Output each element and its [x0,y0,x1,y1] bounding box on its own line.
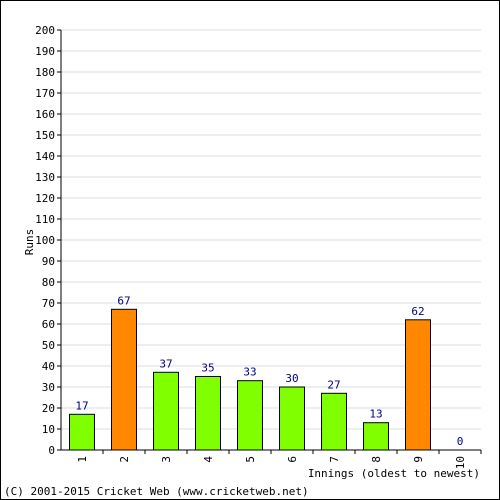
x-axis-label: Innings (oldest to newest) [308,467,480,480]
x-tick-label: 8 [370,456,383,463]
y-tick-label: 140 [35,150,55,163]
y-tick-label: 150 [35,129,55,142]
x-tick-label: 4 [202,456,215,463]
bar [321,392,347,451]
data-labels: 17 67 37 35 33 30 27 13 62 0 [75,294,463,448]
bar [237,380,263,451]
bar [363,422,389,451]
bar [279,386,305,451]
y-tick-label: 0 [48,444,55,457]
y-tick-label: 200 [35,24,55,37]
y-axis-ticks: 0 10 20 30 40 50 60 70 80 90 100 110 120 130 140 150 160… [35,24,61,457]
bar-value-label: 62 [411,305,424,318]
bar [405,319,431,451]
y-tick-label: 100 [35,234,55,247]
y-tick-label: 80 [42,276,55,289]
bar-value-label: 17 [75,399,88,412]
bar [195,376,221,451]
y-tick-label: 20 [42,402,55,415]
bar [111,308,137,451]
y-tick-label: 110 [35,213,55,226]
bar-value-label: 67 [117,294,130,307]
x-tick-label: 5 [244,456,257,463]
bar-value-label: 33 [243,366,256,379]
y-tick-label: 190 [35,45,55,58]
y-tick-label: 60 [42,318,55,331]
copyright-footer: (C) 2001-2015 Cricket Web (www.cricketwe… [4,485,309,498]
bar-value-label: 27 [327,378,340,391]
x-axis-ticks: 1 2 3 4 5 6 7 8 9 10 [76,450,482,469]
y-tick-label: 160 [35,108,55,121]
x-tick-label: 9 [412,456,425,463]
y-tick-label: 50 [42,339,55,352]
x-tick-label: 3 [160,456,173,463]
y-tick-label: 90 [42,255,55,268]
x-tick-label: 10 [454,456,467,469]
bar [153,371,179,451]
y-tick-label: 40 [42,360,55,373]
bar-value-label: 37 [159,357,172,370]
y-tick-label: 130 [35,171,55,184]
bar-value-label: 30 [285,372,298,385]
y-tick-label: 30 [42,381,55,394]
bar [69,413,95,451]
bar-value-label: 0 [457,435,464,448]
y-tick-label: 70 [42,297,55,310]
x-tick-label: 6 [286,456,299,463]
y-axis-label: Runs [23,229,36,256]
bars [69,308,431,451]
bar-value-label: 35 [201,362,214,375]
x-tick-label: 7 [328,456,341,463]
y-tick-label: 170 [35,87,55,100]
bar-value-label: 13 [369,408,382,421]
y-tick-label: 120 [35,192,55,205]
x-tick-label: 1 [76,456,89,463]
y-tick-label: 10 [42,423,55,436]
y-tick-label: 180 [35,66,55,79]
x-tick-label: 2 [118,456,131,463]
